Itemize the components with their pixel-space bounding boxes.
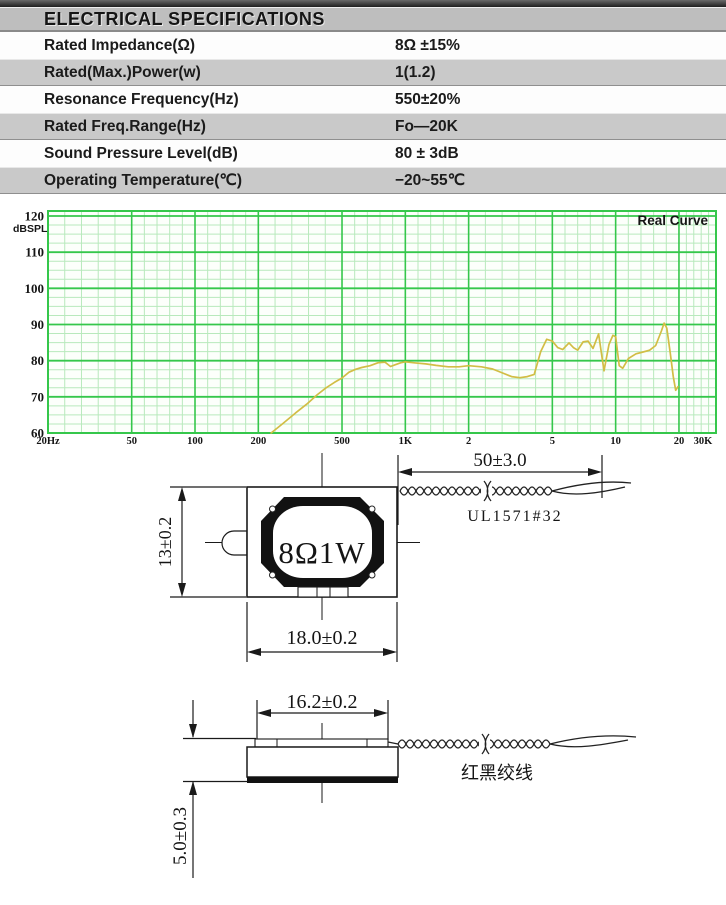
- table-row: Rated(Max.)Power(w) 1(1.2): [0, 59, 726, 86]
- corner-hole: [269, 505, 276, 513]
- magnet-strip: [247, 777, 398, 783]
- side-view-svg: 16.2±0.2 5.0±0.3 红黑绞线: [170, 691, 637, 878]
- corner-hole: [368, 571, 376, 579]
- front-view-drawing: 50±3.0 UL1571#32 13±0.2 18.0±0.2 8Ω1W: [0, 450, 726, 683]
- twisted-wire: [399, 480, 632, 502]
- table-row: Rated Impedance(Ω) 8Ω ±15%: [0, 32, 726, 59]
- x-tick-label: 2: [466, 436, 471, 446]
- spec-label: Rated(Max.)Power(w): [44, 64, 201, 81]
- x-tick-label: 10: [610, 436, 621, 446]
- frequency-response-chart: 120 110 100 90 80 70 60 20Hz 50 100 200 500 1K 2 5 10 20…: [0, 200, 726, 451]
- spec-label: Resonance Frequency(Hz): [44, 91, 239, 108]
- x-tick-label: 5: [550, 436, 555, 446]
- spec-table: ELECTRICAL SPECIFICATIONS Rated Impedanc…: [0, 0, 726, 194]
- side-view-drawing: 16.2±0.2 5.0±0.3 红黑绞线: [0, 678, 726, 905]
- wire-spec-label: UL1571#32: [467, 508, 562, 525]
- y-tick-label: 120: [25, 209, 45, 224]
- y-axis-unit-label: dBSPL: [13, 223, 48, 235]
- terminal-tab: [221, 530, 248, 556]
- spec-label: Sound Pressure Level(dB): [44, 145, 238, 162]
- plot-border: [47, 210, 717, 434]
- front-view-svg: 50±3.0 UL1571#32 13±0.2 18.0±0.2 8Ω1W: [155, 450, 632, 662]
- twisted-wire: [387, 733, 637, 755]
- corner-hole: [368, 505, 376, 513]
- y-tick-label: 70: [31, 389, 44, 404]
- spec-table-title: ELECTRICAL SPECIFICATIONS: [0, 7, 726, 32]
- x-tick-label: 20Hz: [36, 436, 60, 446]
- frame-body: [246, 746, 399, 778]
- top-dark-strip: [0, 0, 726, 7]
- width-dim: 18.0±0.2: [287, 627, 358, 649]
- spec-value: Fo—20K: [395, 118, 458, 135]
- spec-label: Operating Temperature(℃): [44, 172, 242, 189]
- dimension-lines: [183, 700, 389, 878]
- table-row: Sound Pressure Level(dB) 80 ± 3dB: [0, 140, 726, 167]
- dimension-arrows: [178, 468, 602, 656]
- table-row: Resonance Frequency(Hz) 550±20%: [0, 86, 726, 113]
- x-tick-label: 1K: [399, 436, 413, 446]
- speaker-side-body: [246, 738, 399, 783]
- height-dim: 13±0.2: [155, 517, 175, 567]
- x-tick-label: 200: [250, 436, 266, 446]
- table-row: Rated Freq.Range(Hz) Fo—20K: [0, 113, 726, 140]
- y-tick-label: 110: [25, 245, 44, 260]
- speaker-diaphragm: [273, 506, 372, 578]
- height-dim: 5.0±0.3: [170, 807, 191, 865]
- table-row: Operating Temperature(℃) −20~55℃: [0, 167, 726, 194]
- wire-break-gap: [479, 734, 490, 754]
- dimension-arrows: [189, 709, 388, 795]
- y-tick-label: 90: [31, 317, 44, 332]
- corner-hole: [269, 571, 276, 579]
- x-tick-label: 50: [126, 436, 137, 446]
- top-lip: [254, 738, 389, 748]
- x-tick-label: 30K: [694, 436, 714, 446]
- response-curve: [270, 322, 679, 434]
- y-tick-label: 80: [31, 353, 44, 368]
- x-tick-label: 20: [674, 436, 685, 446]
- spec-value: 8Ω ±15%: [395, 37, 460, 54]
- impedance-marking: 8Ω1W: [278, 535, 365, 570]
- y-tick-label: 100: [25, 281, 45, 296]
- width-dim: 16.2±0.2: [287, 691, 358, 713]
- spec-value: 550±20%: [395, 91, 461, 108]
- legend-label: Real Curve: [637, 213, 708, 228]
- speaker-body: [221, 486, 398, 598]
- solder-pad: [297, 586, 349, 598]
- spec-value: −20~55℃: [395, 172, 465, 189]
- y-tick-label: 60: [31, 426, 44, 441]
- dimension-lines: [170, 455, 603, 662]
- wire-ends: [551, 481, 632, 495]
- wire-ends: [549, 735, 637, 748]
- spec-value: 1(1.2): [395, 64, 436, 81]
- spec-label: Rated Freq.Range(Hz): [44, 118, 206, 135]
- spec-label: Rated Impedance(Ω): [44, 37, 196, 54]
- x-tick-label: 500: [334, 436, 350, 446]
- spec-value: 80 ± 3dB: [395, 145, 459, 162]
- wire-color-label: 红黑绞线: [461, 763, 533, 783]
- x-tick-label: 100: [187, 436, 203, 446]
- wire-length-dim: 50±3.0: [473, 450, 526, 471]
- wire-break-gap: [481, 481, 492, 501]
